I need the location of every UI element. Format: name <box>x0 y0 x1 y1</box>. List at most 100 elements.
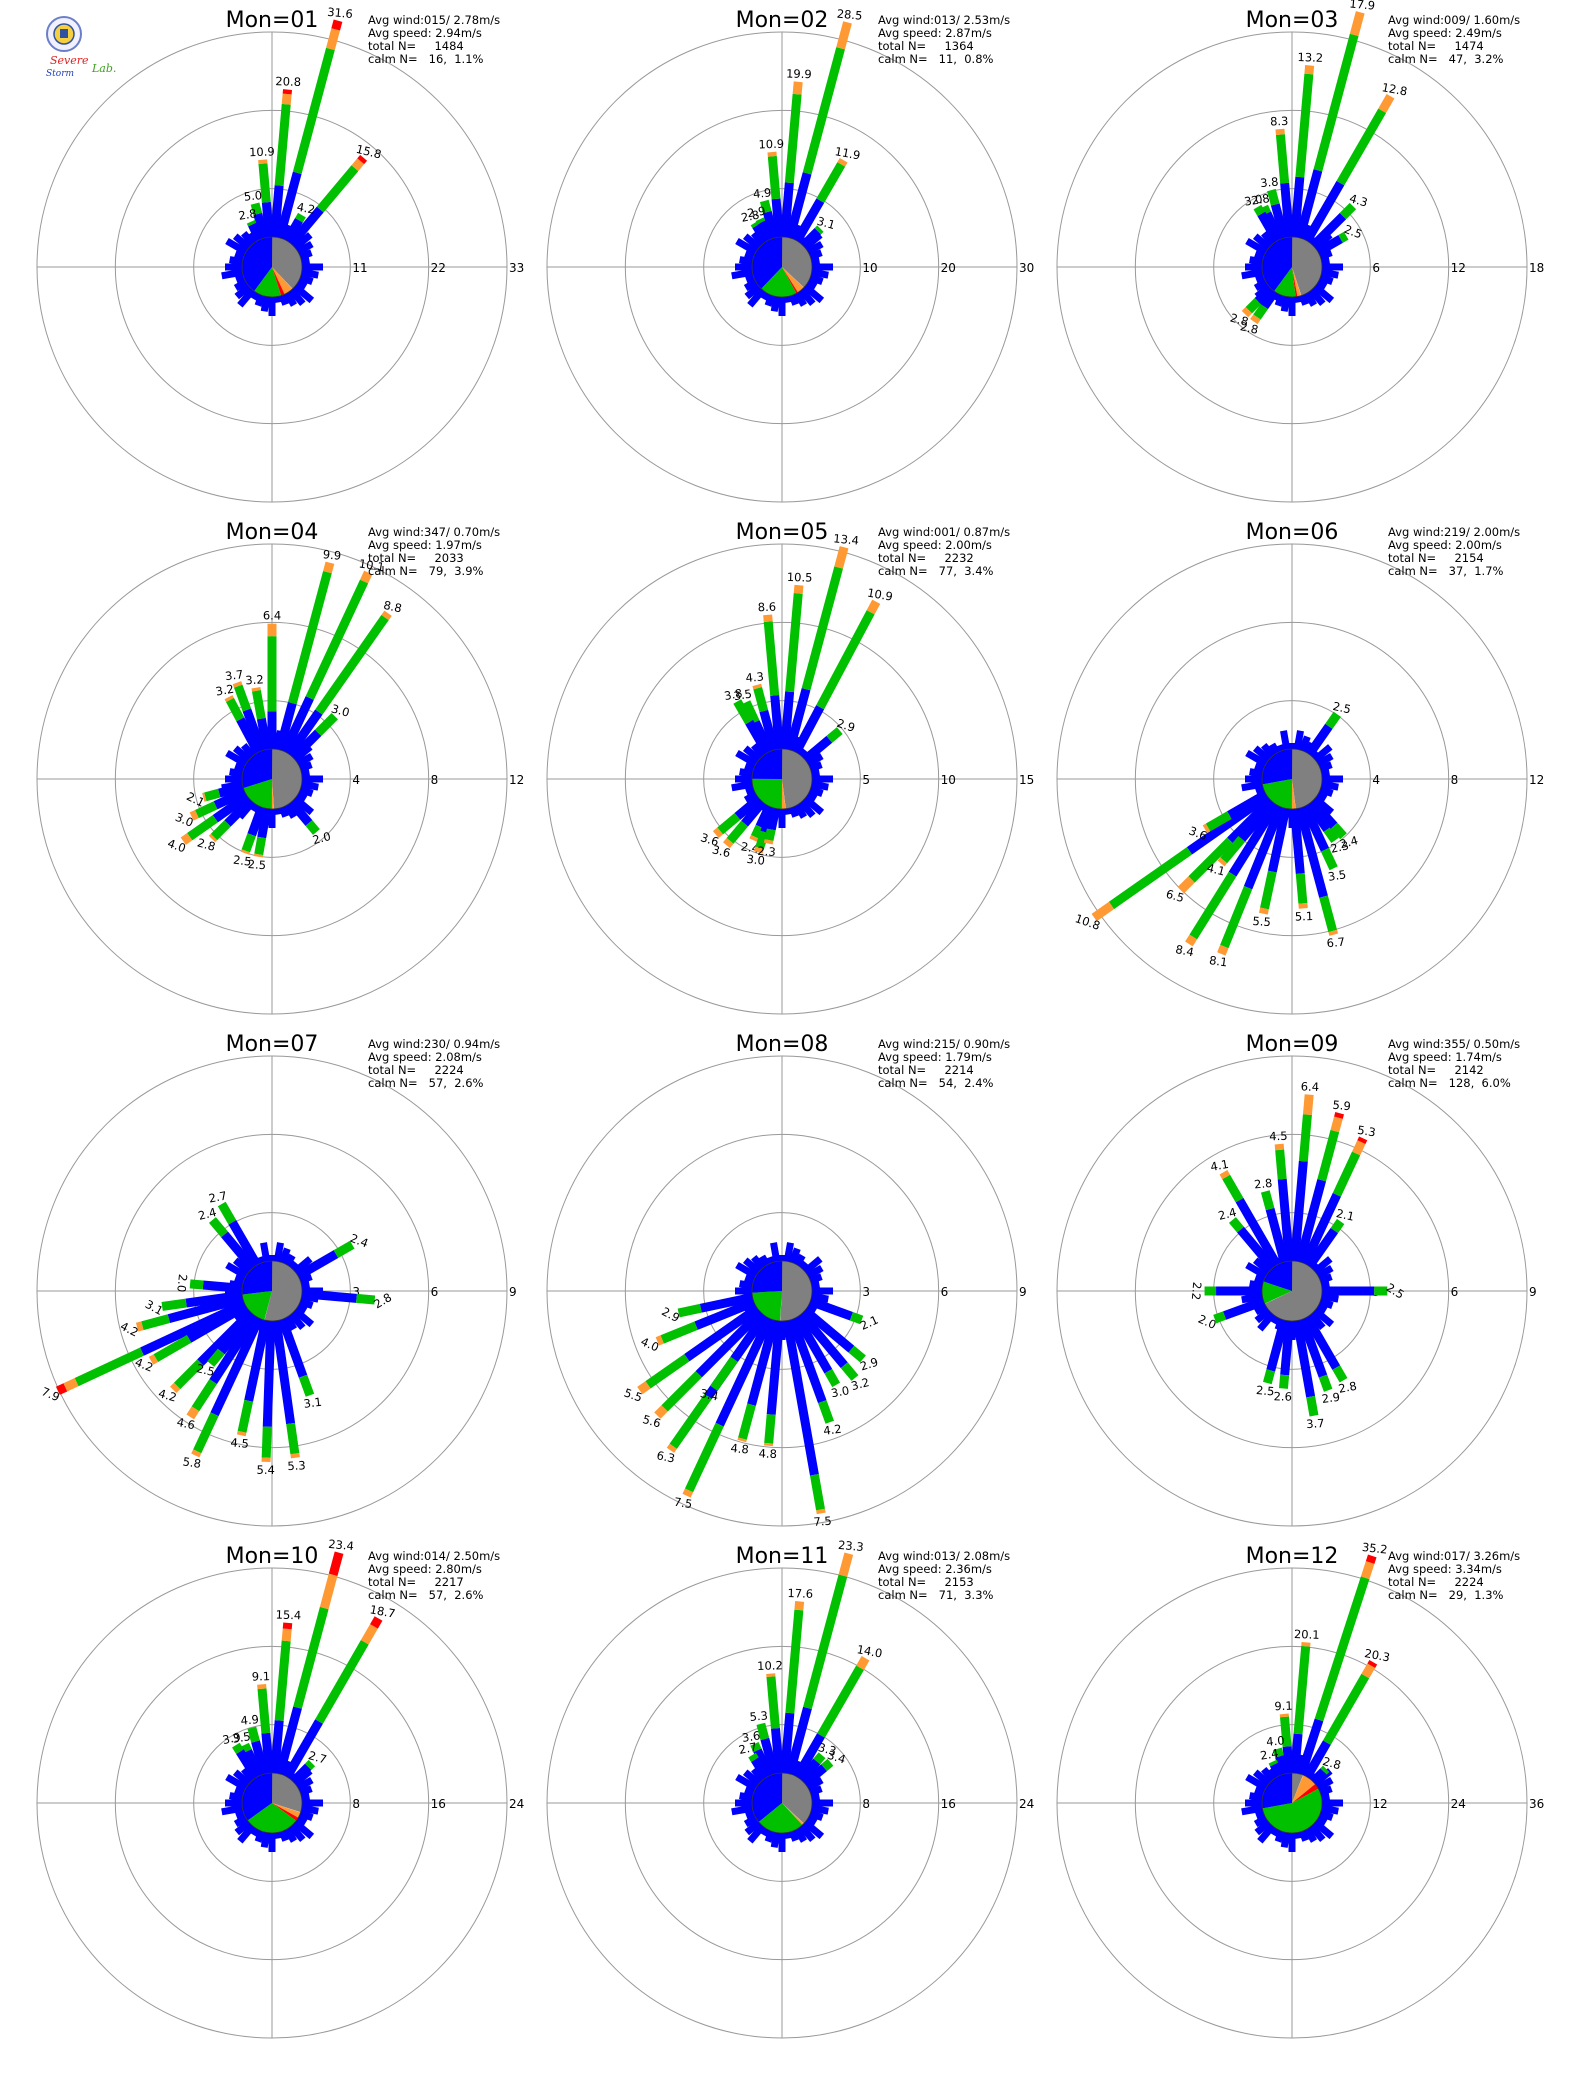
spoke-bar <box>783 295 792 304</box>
bar-segment <box>766 1673 776 1677</box>
bar-segment <box>261 1426 272 1458</box>
petal-value-label: 5.3 <box>287 1458 306 1473</box>
bar-segment <box>281 1628 292 1642</box>
petal-value-label: 5.5 <box>1252 914 1271 929</box>
pie-slice <box>272 237 302 289</box>
bar-segment <box>748 1752 759 1763</box>
petal-value-label: 3.5 <box>733 687 753 704</box>
stat-avg-wind: Avg wind:355/ 0.50m/s <box>1388 1037 1521 1051</box>
bar-segment <box>766 1320 784 1415</box>
petal-bar <box>283 212 306 244</box>
bar-segment <box>780 182 794 238</box>
spoke-bar <box>808 761 823 773</box>
petal-value-label: 4.3 <box>1348 191 1369 209</box>
petal-value-label: 2.1 <box>1335 1206 1356 1224</box>
bar-segment <box>247 1726 260 1743</box>
spoke-bar <box>1261 1767 1276 1783</box>
bar-segment <box>275 702 297 752</box>
ring-tick-label: 9 <box>1019 1285 1027 1299</box>
stat-avg-speed: Avg speed: 2.08m/s <box>368 1050 482 1064</box>
bar-segment <box>784 93 802 184</box>
bar-segment <box>292 232 313 251</box>
petal-value-label: 3.6 <box>741 1728 761 1745</box>
bar-segment <box>1237 1226 1277 1271</box>
bar-segment <box>816 1508 826 1515</box>
petal-value-label: 5.8 <box>182 1454 202 1471</box>
spoke-bar <box>1241 1804 1264 1816</box>
petal-value-label: 5.3 <box>749 1708 769 1724</box>
range-ring <box>703 1724 861 1882</box>
spoke-bar <box>808 1273 823 1285</box>
petal-value-label: 2.7 <box>207 1188 228 1205</box>
pie-slice <box>242 749 273 789</box>
stats-block: Avg wind:014/ 2.50m/s Avg speed: 2.80m/s t… <box>368 1550 500 1602</box>
petal-value-label: 3.0 <box>173 810 195 830</box>
petal-value-label: 2.5 <box>195 1361 216 1379</box>
bar-segment <box>808 249 823 261</box>
petal-bar <box>780 81 803 238</box>
bar-segment <box>1293 1831 1302 1840</box>
bar-segment <box>278 805 289 818</box>
ring-tick-label: 9 <box>509 1285 517 1299</box>
bar-segment <box>232 1257 252 1275</box>
spoke-bar <box>296 278 308 290</box>
pie-slice <box>1263 1261 1293 1291</box>
spoke-bar <box>802 283 825 304</box>
spoke-bar <box>793 291 808 307</box>
bar-segment <box>224 797 254 827</box>
bar-segment <box>808 273 824 285</box>
pie-slice <box>752 1773 783 1822</box>
bar-segment <box>1298 1829 1309 1842</box>
spoke-bar <box>788 805 799 818</box>
petal-bar <box>756 1722 779 1776</box>
bar-segment <box>300 1280 311 1290</box>
range-ring <box>1134 109 1450 425</box>
bar-segment <box>1267 188 1280 206</box>
spoke-bar <box>225 1261 248 1280</box>
bar-segment <box>296 278 308 290</box>
bar-segment <box>1293 295 1302 304</box>
bar-segment <box>699 1292 754 1313</box>
bar-segment <box>788 1829 799 1842</box>
petal-bar <box>280 570 373 754</box>
bar-segment <box>684 1422 724 1493</box>
bar-segment <box>848 1345 866 1363</box>
bar-segment <box>273 807 282 816</box>
spoke-bar <box>747 1823 766 1844</box>
bar-segment <box>1302 1094 1314 1116</box>
petal-bar <box>1213 1297 1266 1324</box>
range-ring <box>193 1724 351 1882</box>
spoke-bar <box>1303 1827 1318 1843</box>
bar-segment <box>268 1833 276 1852</box>
spoke-bar <box>1268 742 1281 755</box>
spoke-bar <box>793 1253 806 1267</box>
bar-segment <box>213 787 247 810</box>
pie-slice <box>272 267 285 296</box>
spoke-bar <box>783 1831 792 1840</box>
petal-bar <box>785 1552 854 1776</box>
petal-bar <box>759 199 779 240</box>
bar-segment <box>778 1255 786 1261</box>
bar-segment <box>1216 1286 1262 1296</box>
bar-segment <box>208 1217 228 1238</box>
bar-segment <box>244 1319 271 1402</box>
petal-value-label: 4.9 <box>240 1712 260 1728</box>
petal-bar <box>1292 1319 1319 1417</box>
bar-segment <box>1349 11 1365 37</box>
spoke-bar <box>233 278 248 292</box>
bar-segment <box>232 1742 244 1755</box>
bar-segment <box>1205 811 1232 832</box>
panel-title: Mon=08 <box>735 1032 829 1057</box>
spoke-bar <box>302 1799 323 1807</box>
petal-bar <box>1185 802 1280 947</box>
petal-bar <box>682 1316 774 1498</box>
range-ring <box>114 109 430 425</box>
bar-segment <box>742 700 760 724</box>
bar-segment <box>817 1665 864 1738</box>
bar-segment <box>1316 278 1328 290</box>
petal-bar <box>1202 790 1269 834</box>
windrose-panel-9: 3696.45.95.34.54.12.82.12.42.52.23.72.82… <box>1042 1032 1542 1544</box>
spoke-bar <box>778 1255 786 1261</box>
spoke-bar <box>1274 1829 1286 1843</box>
bar-segment <box>1298 735 1311 753</box>
